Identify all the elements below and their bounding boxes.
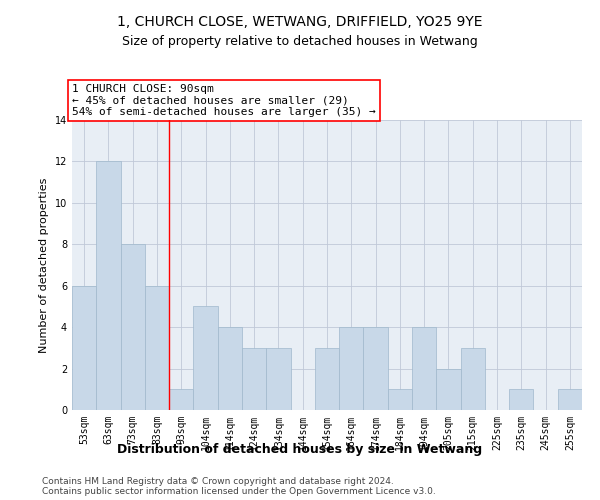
Bar (218, 327, 242, 410)
Bar (193, 306, 218, 410)
Bar (145, 286, 169, 410)
Text: Distribution of detached houses by size in Wetwang: Distribution of detached houses by size … (118, 442, 482, 456)
Text: Contains HM Land Registry data © Crown copyright and database right 2024.: Contains HM Land Registry data © Crown c… (42, 478, 394, 486)
Text: Size of property relative to detached houses in Wetwang: Size of property relative to detached ho… (122, 35, 478, 48)
Bar (121, 244, 145, 410)
Text: 1 CHURCH CLOSE: 90sqm
← 45% of detached houses are smaller (29)
54% of semi-deta: 1 CHURCH CLOSE: 90sqm ← 45% of detached … (72, 84, 376, 117)
Bar (388, 390, 412, 410)
Bar (461, 348, 485, 410)
Bar (96, 162, 121, 410)
Bar (266, 348, 290, 410)
Bar (364, 327, 388, 410)
Text: Contains public sector information licensed under the Open Government Licence v3: Contains public sector information licen… (42, 488, 436, 496)
Bar (412, 327, 436, 410)
Bar (558, 390, 582, 410)
Y-axis label: Number of detached properties: Number of detached properties (39, 178, 49, 352)
Bar (339, 327, 364, 410)
Bar (509, 390, 533, 410)
Bar (169, 390, 193, 410)
Text: 1, CHURCH CLOSE, WETWANG, DRIFFIELD, YO25 9YE: 1, CHURCH CLOSE, WETWANG, DRIFFIELD, YO2… (117, 15, 483, 29)
Bar (436, 368, 461, 410)
Bar (315, 348, 339, 410)
Bar (72, 286, 96, 410)
Bar (242, 348, 266, 410)
